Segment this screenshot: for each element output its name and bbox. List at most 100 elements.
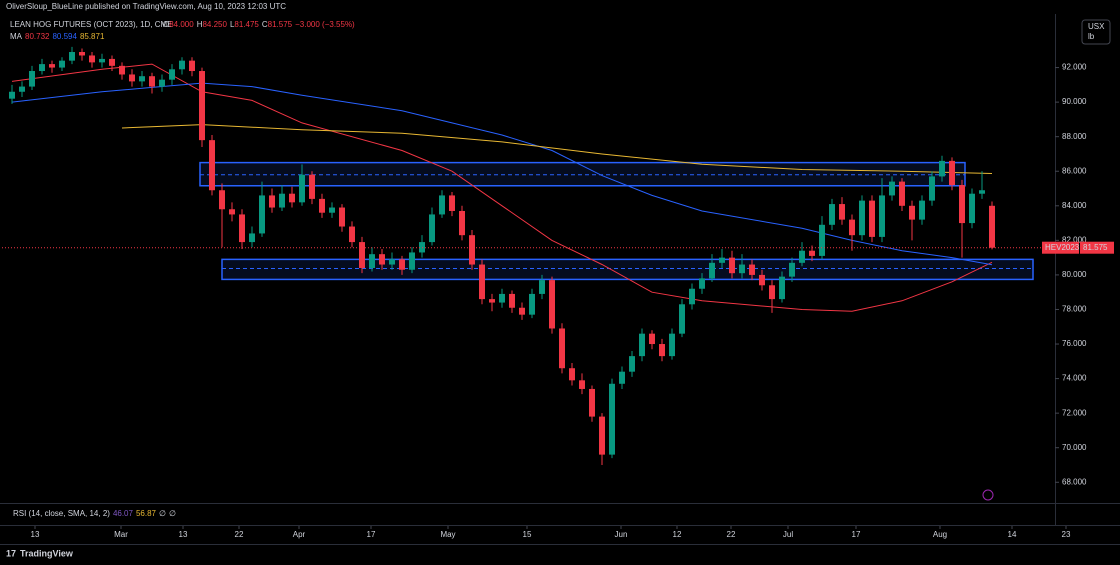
candle-body (749, 264, 755, 275)
ohlc-value: 84.000 (169, 20, 194, 29)
rsi-part: 56.87 (136, 509, 157, 518)
candle-body (659, 344, 665, 357)
candle-body (899, 181, 905, 206)
candle-body (929, 176, 935, 201)
candle-body (119, 65, 125, 75)
y-tick-label: 86.000 (1062, 166, 1087, 175)
candle-body (59, 60, 65, 68)
candle-body (629, 356, 635, 372)
candle-body (779, 276, 785, 300)
rsi-part: ∅ (169, 509, 176, 518)
candle-body (109, 58, 115, 66)
x-tick-label: Mar (114, 530, 128, 539)
candle-body (399, 259, 405, 270)
candle-body (339, 207, 345, 227)
ohlc-value: 81.575 (268, 20, 293, 29)
unit-box[interactable] (1081, 19, 1111, 45)
rsi-part: ∅ (159, 509, 166, 518)
candle-body (199, 71, 205, 141)
candle-body (769, 285, 775, 300)
y-tick-label: 84.000 (1062, 201, 1087, 210)
ma-legend: MA 80.732 80.594 85.871 (10, 32, 105, 41)
ohlc-key: L (230, 20, 235, 29)
y-tick-label: 76.000 (1062, 339, 1087, 348)
candle-body (449, 195, 455, 211)
candle-body (619, 371, 625, 384)
candle-body (689, 288, 695, 305)
candle-body (799, 250, 805, 263)
y-tick-label: 74.000 (1062, 374, 1087, 383)
candle-body (409, 252, 415, 270)
candle-body (679, 304, 685, 334)
candle-body (809, 250, 815, 256)
candle-body (699, 278, 705, 289)
x-tick-label: Jul (783, 530, 793, 539)
candle-body (499, 293, 505, 303)
x-tick-label: 22 (235, 530, 244, 539)
candle-body (349, 226, 355, 243)
y-tick-label: 72.000 (1062, 408, 1087, 417)
ma-line (11, 82, 993, 266)
candle-body (309, 174, 315, 199)
candle-body (249, 233, 255, 243)
x-tick-label: 17 (367, 530, 376, 539)
y-tick-label: 80.000 (1062, 270, 1087, 279)
candle-body (969, 193, 975, 224)
alert-icon[interactable] (982, 489, 994, 501)
candle-body (489, 299, 495, 303)
rsi-part: 46.07 (113, 509, 134, 518)
candle-body (189, 60, 195, 72)
x-tick-label: 22 (727, 530, 736, 539)
candle-body (849, 219, 855, 236)
candle-body (9, 91, 15, 99)
candle-body (819, 224, 825, 256)
candle-body (229, 209, 235, 215)
symbol-tag-label: HEV2023 (1045, 243, 1080, 252)
candle-body (459, 210, 465, 236)
symbol-tag (1042, 241, 1079, 254)
x-tick-label: Apr (293, 530, 306, 539)
candle-body (879, 195, 885, 237)
candle-body (549, 280, 555, 329)
candle-body (939, 160, 945, 177)
candle-body (219, 190, 225, 210)
x-tick-label: 13 (31, 530, 40, 539)
candle-body (759, 274, 765, 286)
price-tag-label: 81.575 (1083, 243, 1108, 252)
brand: TradingView (20, 548, 74, 558)
candle-body (509, 293, 515, 308)
brand-logo: 17 (6, 548, 16, 558)
price-tag (1080, 241, 1114, 254)
candle-body (909, 205, 915, 220)
ma-line (11, 63, 993, 312)
candle-body (949, 160, 955, 186)
change: −3.000 (−3.55%) (295, 20, 355, 29)
ohlc-key: O (163, 20, 169, 29)
candle-body (859, 200, 865, 236)
candle-body (279, 193, 285, 208)
candle-body (129, 74, 135, 82)
candle-body (529, 293, 535, 315)
ma-label: MA (10, 32, 23, 41)
x-tick-label: 14 (1008, 530, 1017, 539)
candle-body (179, 60, 185, 70)
ma-value: 85.871 (80, 32, 105, 41)
candle-body (959, 185, 965, 224)
candle-body (469, 235, 475, 265)
unit: lb (1088, 32, 1095, 41)
y-tick-label: 70.000 (1062, 443, 1087, 452)
candle-body (669, 333, 675, 357)
candle-body (569, 368, 575, 381)
candle-body (789, 262, 795, 277)
candle-body (429, 214, 435, 243)
candle-body (639, 333, 645, 357)
published-note: OliverSloup_BlueLine published on Tradin… (6, 2, 286, 11)
ohlc-key: C (262, 20, 268, 29)
y-tick-label: 88.000 (1062, 132, 1087, 141)
candle-body (379, 254, 385, 265)
candle-body (979, 190, 985, 194)
candle-body (559, 328, 565, 369)
candle-body (609, 383, 615, 455)
candle-body (49, 64, 55, 68)
